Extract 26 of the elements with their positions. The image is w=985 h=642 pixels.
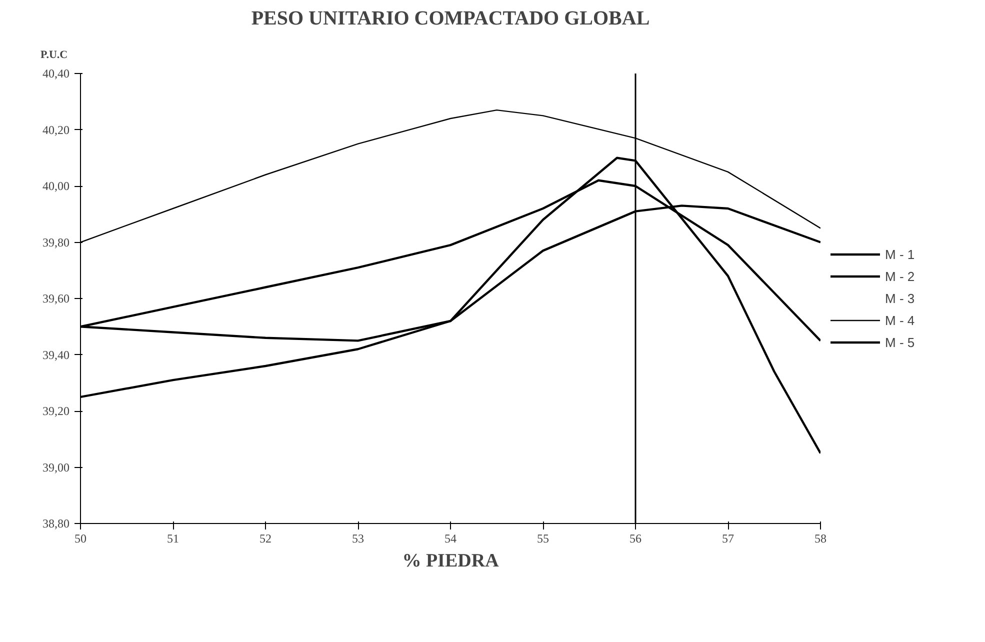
chart-title: PESO UNITARIO COMPACTADO GLOBAL [251, 8, 650, 30]
x-tick-label: 51 [167, 532, 179, 546]
y-tick-label: 39,40 [42, 348, 70, 362]
legend-label: M - 5 [885, 334, 915, 350]
legend-label: M - 2 [885, 268, 915, 284]
y-tick-label: 39,60 [42, 292, 70, 306]
y-axis-title: P.U.C [40, 49, 68, 61]
y-tick-label: 40,00 [42, 179, 70, 193]
x-tick-label: 54 [444, 532, 456, 546]
x-tick-label: 56 [630, 532, 642, 546]
y-tick-label: 40,20 [42, 122, 70, 137]
y-tick-label: 39,00 [42, 460, 70, 474]
y-tick-label: 38,80 [42, 516, 70, 530]
x-axis-title: % PIEDRA [402, 550, 500, 572]
x-tick-label: 52 [260, 532, 272, 546]
y-tick-label: 39,20 [42, 404, 70, 418]
text: M - 3 [885, 290, 915, 306]
y-tick-label: 39,80 [42, 235, 70, 250]
x-tick-label: 53 [352, 532, 364, 546]
legend-label: M - 1 [885, 246, 915, 262]
y-tick-label: 40,40 [42, 66, 70, 80]
x-tick-label: 50 [74, 532, 86, 546]
x-tick-label: 57 [722, 532, 734, 546]
legend-label: M - 4 [885, 312, 915, 328]
x-tick-label: 55 [537, 532, 549, 546]
x-tick-label: 58 [814, 532, 826, 546]
